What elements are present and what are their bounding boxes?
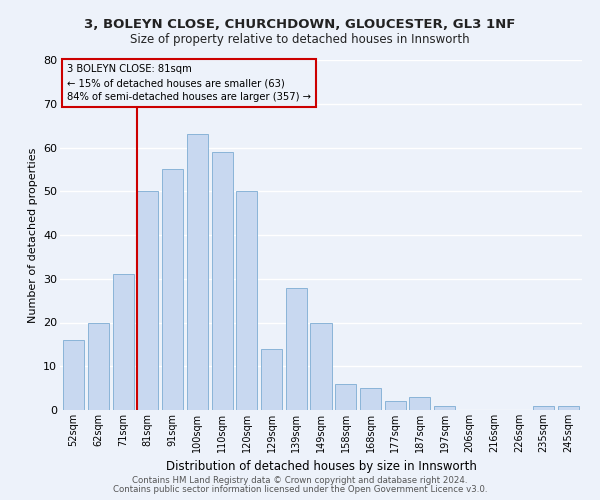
Bar — [187, 134, 208, 410]
Bar — [335, 384, 356, 410]
Text: 3, BOLEYN CLOSE, CHURCHDOWN, GLOUCESTER, GL3 1NF: 3, BOLEYN CLOSE, CHURCHDOWN, GLOUCESTER,… — [85, 18, 515, 30]
Y-axis label: Number of detached properties: Number of detached properties — [28, 148, 38, 322]
Bar — [63, 340, 84, 410]
X-axis label: Distribution of detached houses by size in Innsworth: Distribution of detached houses by size … — [166, 460, 476, 473]
Text: Contains public sector information licensed under the Open Government Licence v3: Contains public sector information licen… — [113, 485, 487, 494]
Bar — [310, 322, 332, 410]
Bar — [385, 401, 406, 410]
Text: 3 BOLEYN CLOSE: 81sqm
← 15% of detached houses are smaller (63)
84% of semi-deta: 3 BOLEYN CLOSE: 81sqm ← 15% of detached … — [67, 64, 311, 102]
Bar — [286, 288, 307, 410]
Text: Size of property relative to detached houses in Innsworth: Size of property relative to detached ho… — [130, 32, 470, 46]
Bar — [113, 274, 134, 410]
Bar — [360, 388, 381, 410]
Bar — [137, 192, 158, 410]
Bar — [236, 192, 257, 410]
Text: Contains HM Land Registry data © Crown copyright and database right 2024.: Contains HM Land Registry data © Crown c… — [132, 476, 468, 485]
Bar — [409, 397, 430, 410]
Bar — [261, 349, 282, 410]
Bar — [434, 406, 455, 410]
Bar — [88, 322, 109, 410]
Bar — [533, 406, 554, 410]
Bar — [162, 170, 183, 410]
Bar — [558, 406, 579, 410]
Bar — [212, 152, 233, 410]
